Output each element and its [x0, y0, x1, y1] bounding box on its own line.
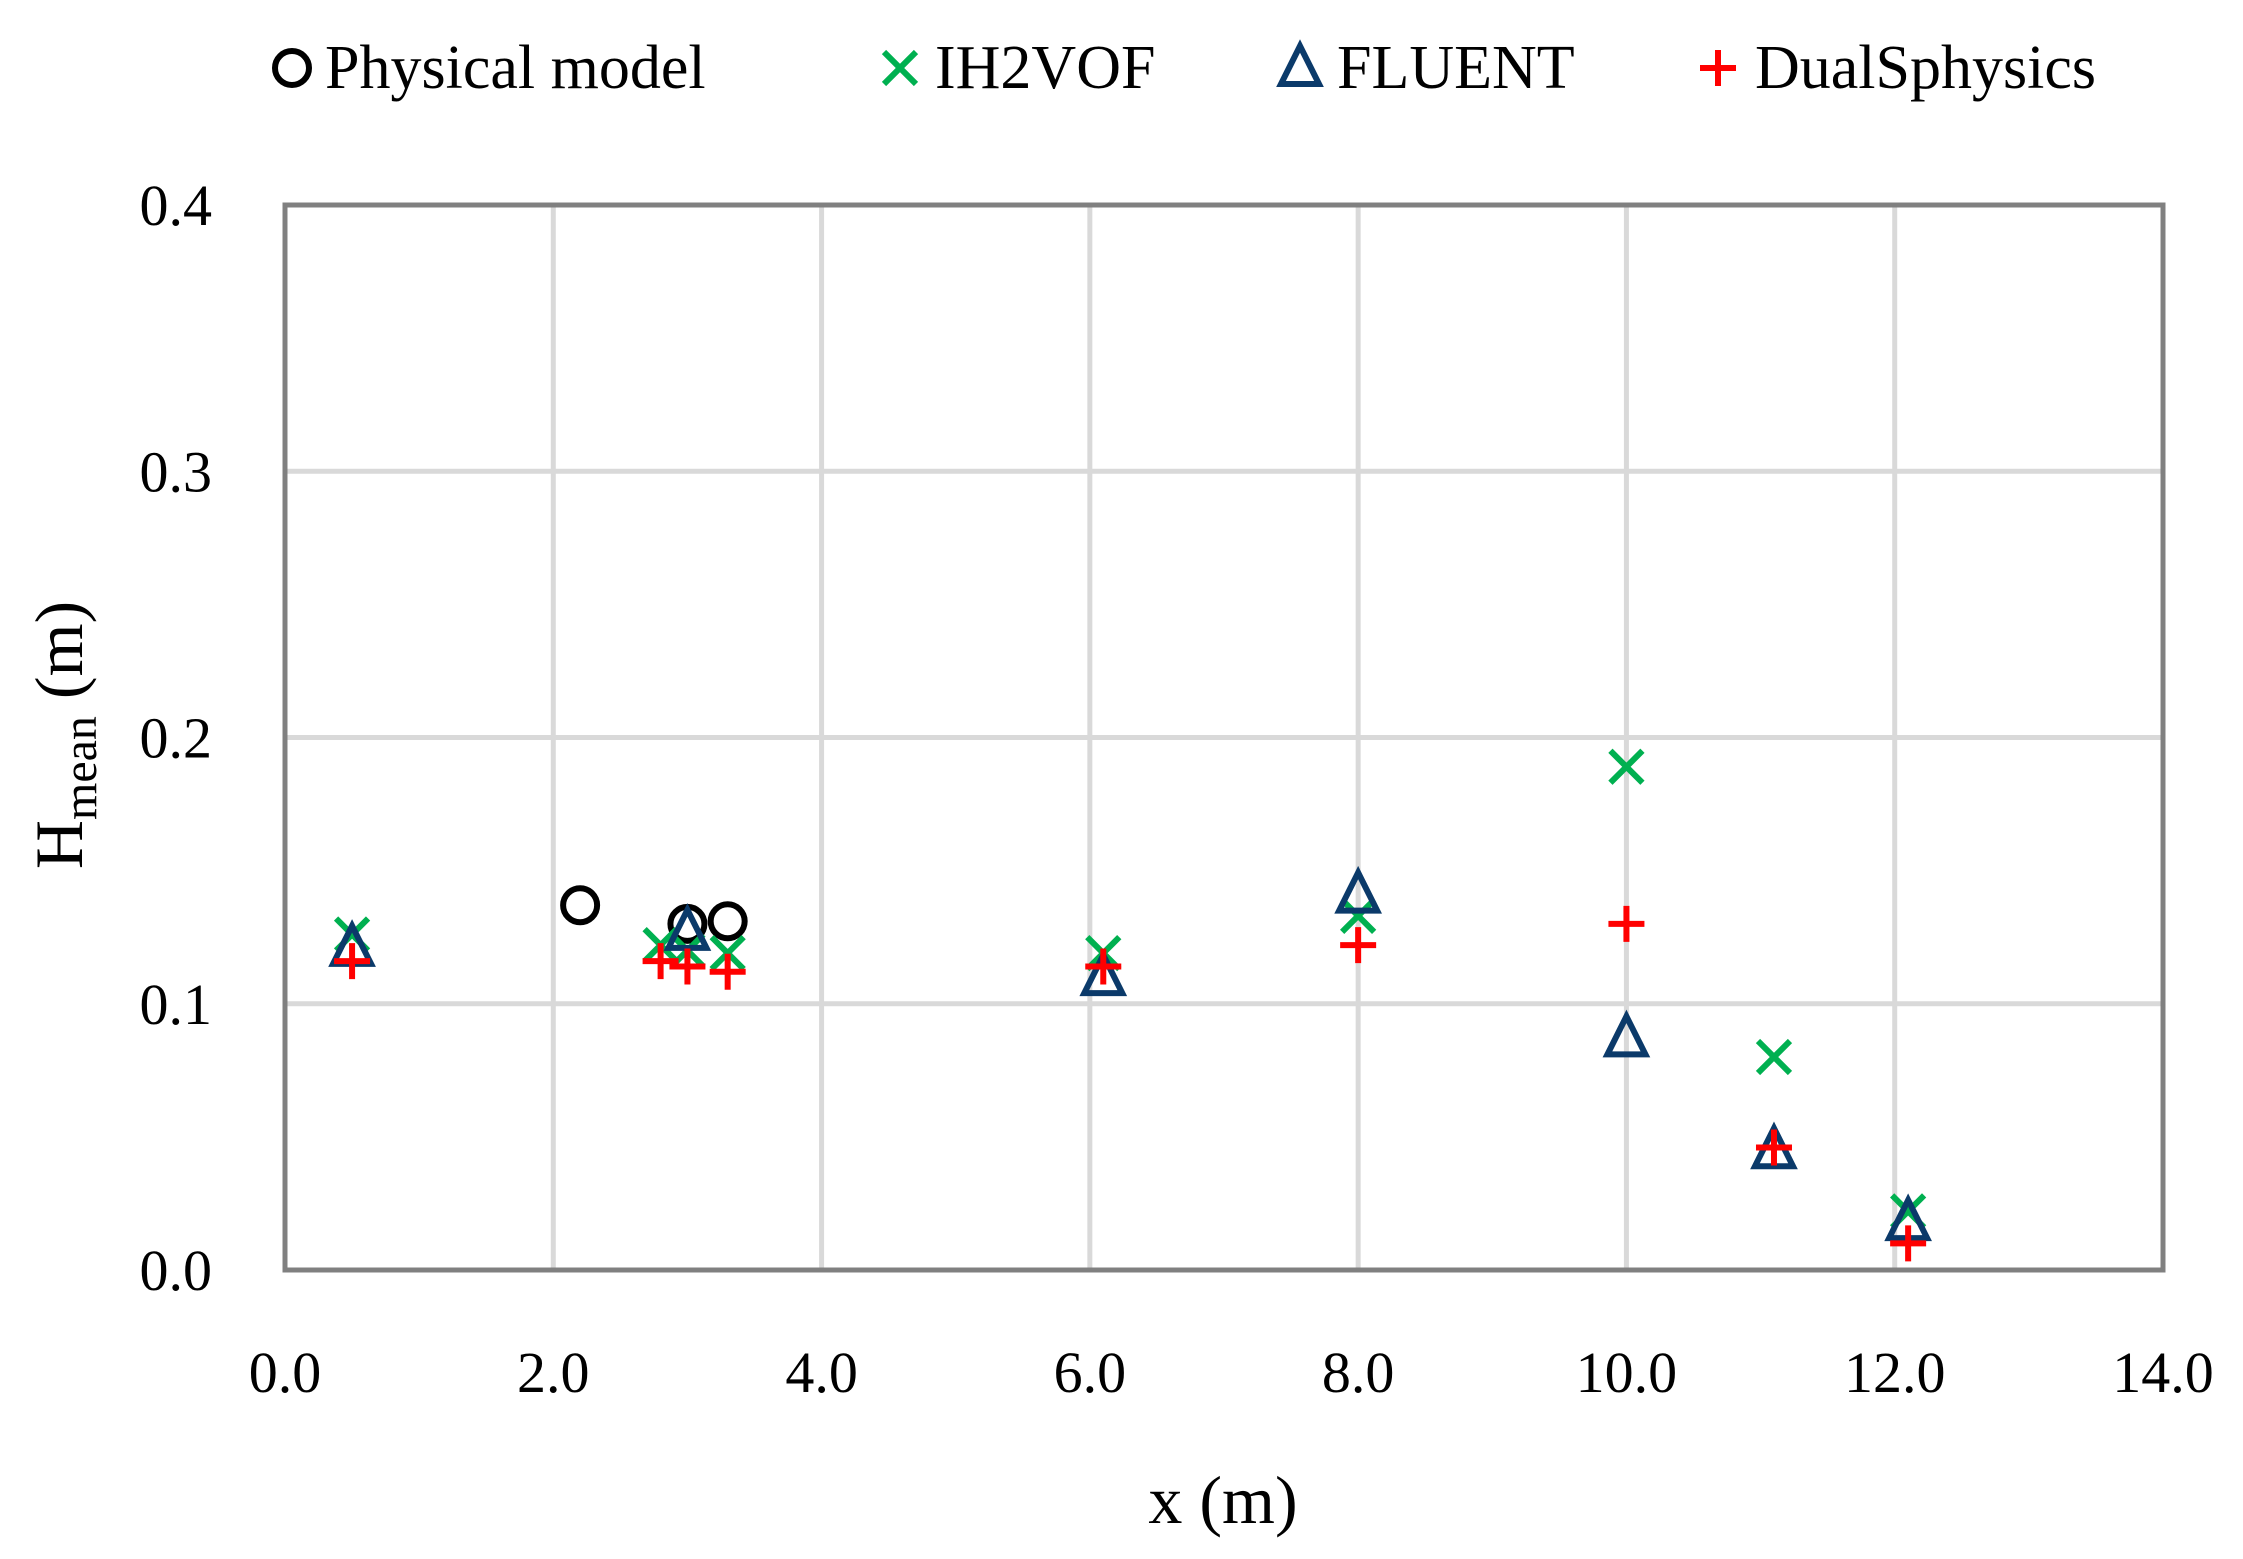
legend-triangle-mark: [1276, 39, 1324, 87]
series-physical-model: [560, 885, 748, 944]
y-tick-label: 0.4: [140, 173, 213, 238]
data-point-ih2vof: [1755, 1038, 1793, 1076]
y-axis-title-subscript: mean: [54, 716, 107, 820]
series-dualsphysics: [334, 905, 1927, 1262]
data-point-dualsphysics: [1890, 1225, 1927, 1262]
legend-label-physical-model: Physical model: [325, 34, 706, 102]
y-axis-title-unit-spacer: [21, 699, 97, 716]
data-point-fluent: [1079, 948, 1128, 997]
legend-item-physical-model: Physical model: [272, 34, 706, 102]
legend-plus-mark: [1700, 50, 1736, 86]
data-point-fluent: [663, 903, 712, 951]
y-tick-label: 0.0: [140, 1238, 213, 1303]
legend-marker-circle-icon: [272, 48, 312, 88]
legend-item-fluent: FLUENT: [1276, 34, 1575, 102]
y-tick-label: 0.3: [140, 439, 213, 504]
plot-area-frame: [282, 202, 2166, 1273]
legend-item-dualsphysics: DualSphysics: [1700, 34, 2096, 102]
data-point-ih2vof: [1340, 897, 1377, 935]
y-axis-title-unit: (m): [21, 601, 97, 699]
legend: Physical model IH2VOF FLUENT DualSphysic…: [272, 34, 2096, 102]
legend-circle-mark: [272, 48, 312, 88]
legend-x-mark: [881, 49, 919, 87]
x-tick-label: 8.0: [1322, 1340, 1395, 1405]
data-point-fluent: [1602, 1009, 1651, 1058]
x-axis-title: x (m): [1148, 1462, 1297, 1538]
data-point-ih2vof: [1608, 748, 1645, 785]
legend-label-dualsphysics: DualSphysics: [1755, 34, 2096, 102]
x-tick-label: 10.0: [1576, 1340, 1678, 1405]
legend-marker-triangle-icon: [1276, 39, 1324, 87]
data-point-dualsphysics: [1085, 948, 1122, 985]
legend-marker-x-icon: [881, 49, 919, 87]
data-point-dualsphysics: [1608, 905, 1645, 942]
data-point-physical-model: [707, 901, 748, 942]
data-point-dualsphysics: [334, 943, 371, 980]
data-point-fluent: [1334, 865, 1382, 914]
legend-marker-plus-icon: [1700, 50, 1736, 86]
data-point-dualsphysics: [1755, 1129, 1792, 1166]
y-axis-title-main: H: [21, 820, 97, 869]
data-point-ih2vof: [709, 935, 746, 972]
x-tick-label: 6.0: [1054, 1340, 1127, 1405]
data-point-physical-model: [560, 885, 601, 926]
data-point-dualsphysics: [709, 953, 746, 990]
x-tick-label: 14.0: [2112, 1340, 2214, 1405]
data-point-dualsphysics: [669, 948, 706, 985]
data-point-dualsphysics: [642, 943, 679, 980]
legend-label-fluent: FLUENT: [1337, 34, 1575, 102]
x-tick-label: 12.0: [1844, 1340, 1946, 1405]
x-tick-label: 2.0: [517, 1340, 590, 1405]
gridlines: [285, 205, 2163, 1270]
series-fluent: [328, 865, 1932, 1242]
data-markers: [328, 748, 1932, 1262]
y-axis-tick-labels: 0.0 0.1 0.2 0.3 0.4: [140, 173, 213, 1303]
y-axis-title: Hmean (m): [21, 601, 107, 869]
y-tick-label: 0.2: [140, 706, 213, 771]
series-ih2vof: [333, 748, 1927, 1230]
x-tick-label: 4.0: [785, 1340, 858, 1405]
y-tick-label: 0.1: [140, 972, 213, 1037]
x-axis-tick-labels: 0.0 2.0 4.0 6.0 8.0 10.0 12.0 14.0: [249, 1340, 2214, 1405]
data-point-dualsphysics: [1340, 927, 1377, 964]
legend-label-ih2vof: IH2VOF: [935, 34, 1155, 102]
legend-item-ih2vof: IH2VOF: [881, 34, 1155, 102]
x-tick-label: 0.0: [249, 1340, 322, 1405]
